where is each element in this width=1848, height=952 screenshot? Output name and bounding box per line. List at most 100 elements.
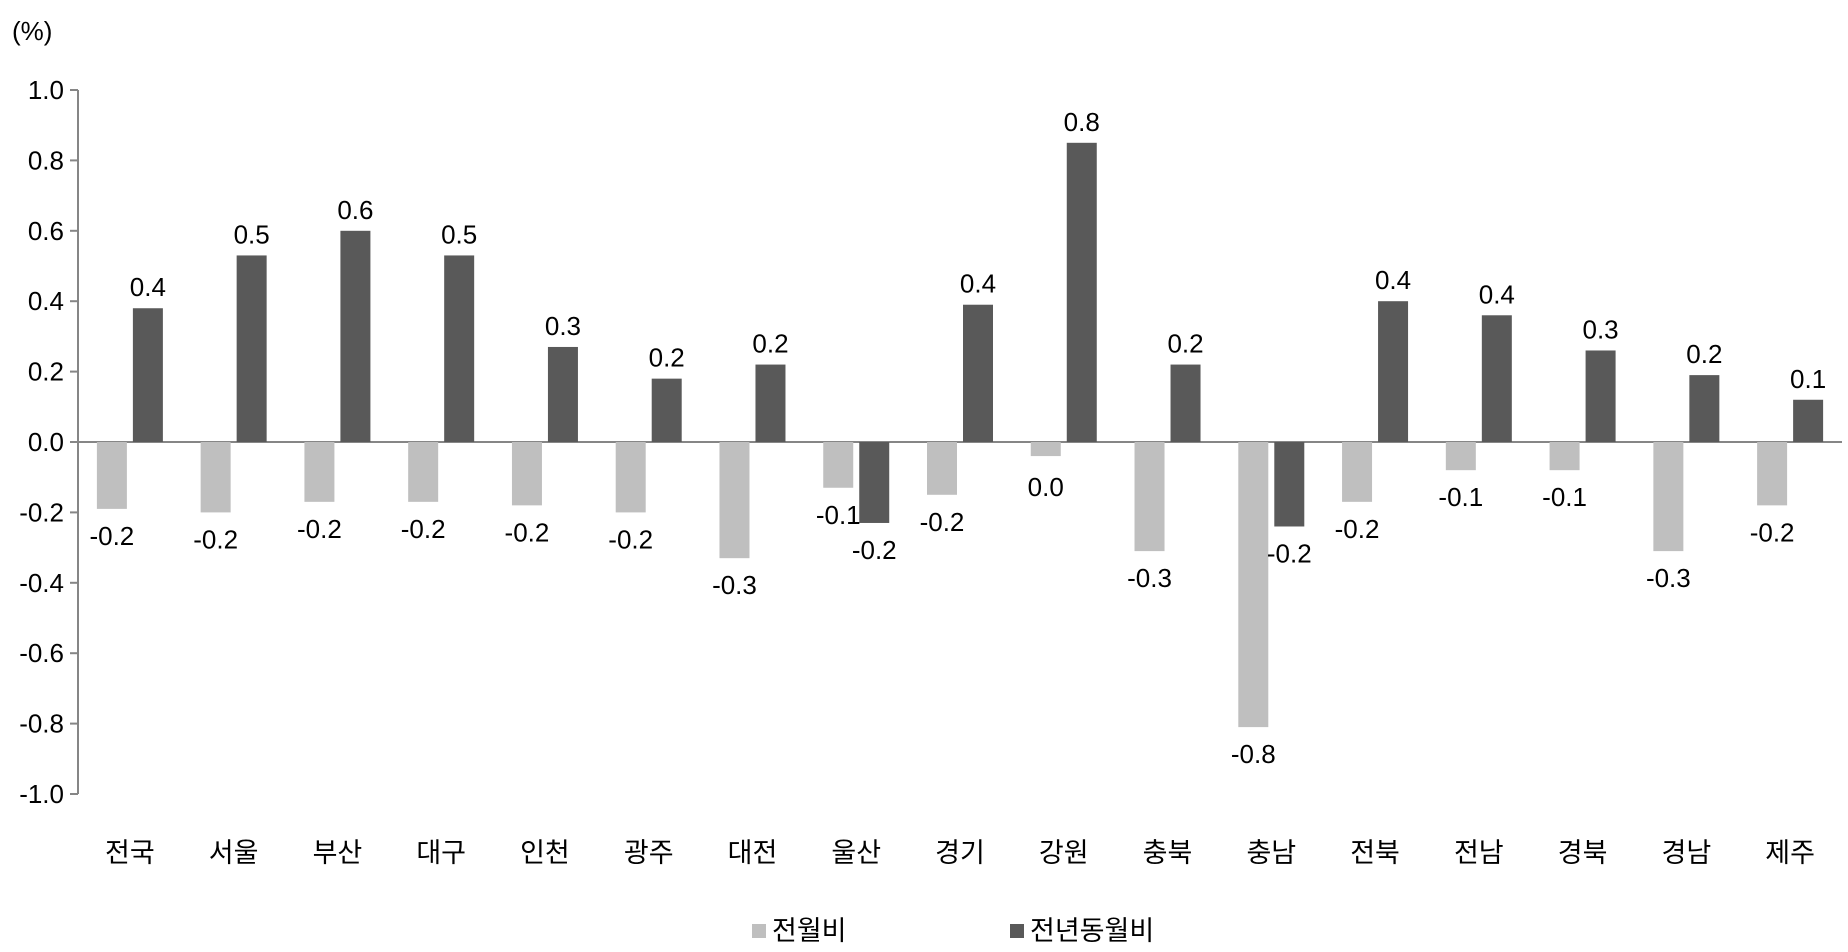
bar-mom [1653, 442, 1684, 552]
data-label-yoy: 0.4 [1479, 279, 1515, 309]
bar-yoy [1170, 364, 1201, 442]
bar-yoy [1585, 350, 1616, 442]
data-label-yoy: 0.2 [649, 343, 685, 373]
bar-mom [1549, 442, 1580, 471]
y-axis-unit-label: (%) [12, 16, 52, 46]
bar-yoy [340, 230, 371, 442]
data-label-mom: -0.8 [1231, 739, 1276, 769]
y-tick-label: -1.0 [19, 779, 64, 809]
bar-mom [719, 442, 750, 559]
bar-yoy [547, 346, 578, 442]
x-category-label: 대구 [416, 838, 466, 869]
data-label-yoy: 0.2 [1167, 329, 1203, 359]
data-label-mom: -0.1 [1438, 482, 1483, 512]
legend-label-yoy: 전년동월비 [1030, 916, 1154, 947]
bar-yoy [444, 255, 475, 442]
data-label-mom: -0.2 [297, 514, 342, 544]
bar-yoy [236, 255, 267, 442]
bar-mom [511, 442, 542, 506]
x-category-label: 울산 [831, 838, 881, 869]
bar-mom [615, 442, 646, 513]
data-label-yoy: 0.2 [752, 329, 788, 359]
legend-swatch-mom [752, 924, 766, 938]
data-label-yoy: 0.6 [337, 195, 373, 225]
legend: 전월비 전년동월비 [752, 916, 1154, 947]
data-label-mom: -0.2 [401, 514, 446, 544]
data-label-mom: -0.3 [712, 570, 757, 600]
bar-yoy [1378, 301, 1409, 442]
x-category-label: 전북 [1350, 838, 1400, 869]
bar-mom [1342, 442, 1373, 502]
bar-mom [823, 442, 854, 488]
data-label-mom: -0.2 [193, 524, 238, 554]
category-labels-group: 전국 서울 부산 대구 인천 광주 대전 울산 경기 강원 충북 충남 전북 전남 경북 경남 제주 [105, 838, 1815, 869]
data-label-mom: -0.1 [816, 500, 861, 530]
x-category-label: 강원 [1039, 838, 1089, 869]
bar-mom [408, 442, 439, 502]
bar-yoy [859, 442, 890, 523]
bar-yoy [651, 378, 682, 442]
data-label-yoy: 0.5 [441, 219, 477, 249]
x-category-label: 광주 [624, 838, 674, 869]
data-label-mom: -0.2 [505, 517, 550, 547]
data-label-mom: -0.2 [608, 524, 653, 554]
bars-group [96, 142, 1824, 728]
bar-yoy [1689, 375, 1720, 442]
y-tick-label: 1.0 [28, 75, 64, 105]
x-category-label: 전국 [105, 838, 155, 869]
legend-label-mom: 전월비 [772, 916, 847, 947]
value-labels-group: -0.2 0.4 -0.2 0.5 -0.2 0.6 -0.2 0.5 -0.2 0.3 -0.2 0… [89, 107, 1826, 769]
bar-mom [1757, 442, 1788, 506]
bar-mom [96, 442, 127, 509]
y-tick-label: -0.6 [19, 638, 64, 668]
x-category-label: 제주 [1765, 838, 1815, 869]
bar-yoy [1793, 399, 1824, 442]
data-label-yoy: 0.4 [1375, 265, 1411, 295]
x-category-label: 경북 [1558, 838, 1608, 869]
data-label-yoy: -0.2 [852, 535, 897, 565]
bar-mom [1134, 442, 1165, 552]
x-category-label: 서울 [209, 838, 259, 869]
data-label-mom: -0.2 [1335, 514, 1380, 544]
x-category-label: 대전 [728, 838, 778, 869]
data-label-yoy: 0.4 [130, 272, 166, 302]
x-category-label: 인천 [520, 838, 570, 869]
y-tick-label: 0.0 [28, 427, 64, 457]
data-label-yoy: 0.2 [1686, 339, 1722, 369]
y-tick-label: 0.4 [28, 286, 64, 316]
bar-yoy [755, 364, 786, 442]
data-label-mom: -0.2 [1750, 517, 1795, 547]
data-label-mom: -0.2 [89, 521, 134, 551]
bar-yoy [963, 304, 993, 442]
x-category-label: 전남 [1454, 838, 1504, 869]
x-category-label: 충북 [1143, 838, 1193, 869]
x-category-label: 충남 [1246, 838, 1296, 869]
data-label-yoy: -0.2 [1267, 538, 1312, 568]
bar-yoy [1481, 315, 1512, 442]
bar-mom [304, 442, 335, 502]
data-label-mom: -0.3 [1127, 563, 1172, 593]
data-label-yoy: 0.8 [1064, 107, 1100, 137]
bar-yoy [132, 308, 163, 442]
y-tick-label: -0.8 [19, 709, 64, 739]
data-label-yoy: 0.3 [1583, 314, 1619, 344]
x-category-label: 경기 [935, 838, 985, 869]
bar-mom [927, 442, 957, 495]
bar-mom [1238, 442, 1269, 728]
bar-mom [1030, 442, 1061, 457]
legend-swatch-yoy [1010, 924, 1024, 938]
data-label-yoy: 0.5 [234, 219, 270, 249]
bar-mom [200, 442, 231, 513]
x-category-label: 경남 [1662, 838, 1712, 869]
data-label-yoy: 0.4 [960, 269, 996, 299]
x-category-label: 부산 [313, 838, 363, 869]
bar-yoy [1274, 442, 1305, 527]
data-label-mom: -0.2 [920, 507, 965, 537]
y-tick-label: 0.2 [28, 357, 64, 387]
axes: 1.0 0.8 0.6 0.4 0.2 0.0 -0.2 -0.4 -0.6 -0.8 -1.0 [19, 75, 1842, 809]
y-tick-label: 0.8 [28, 145, 64, 175]
data-label-mom: -0.3 [1646, 563, 1691, 593]
y-tick-label: -0.2 [19, 497, 64, 527]
